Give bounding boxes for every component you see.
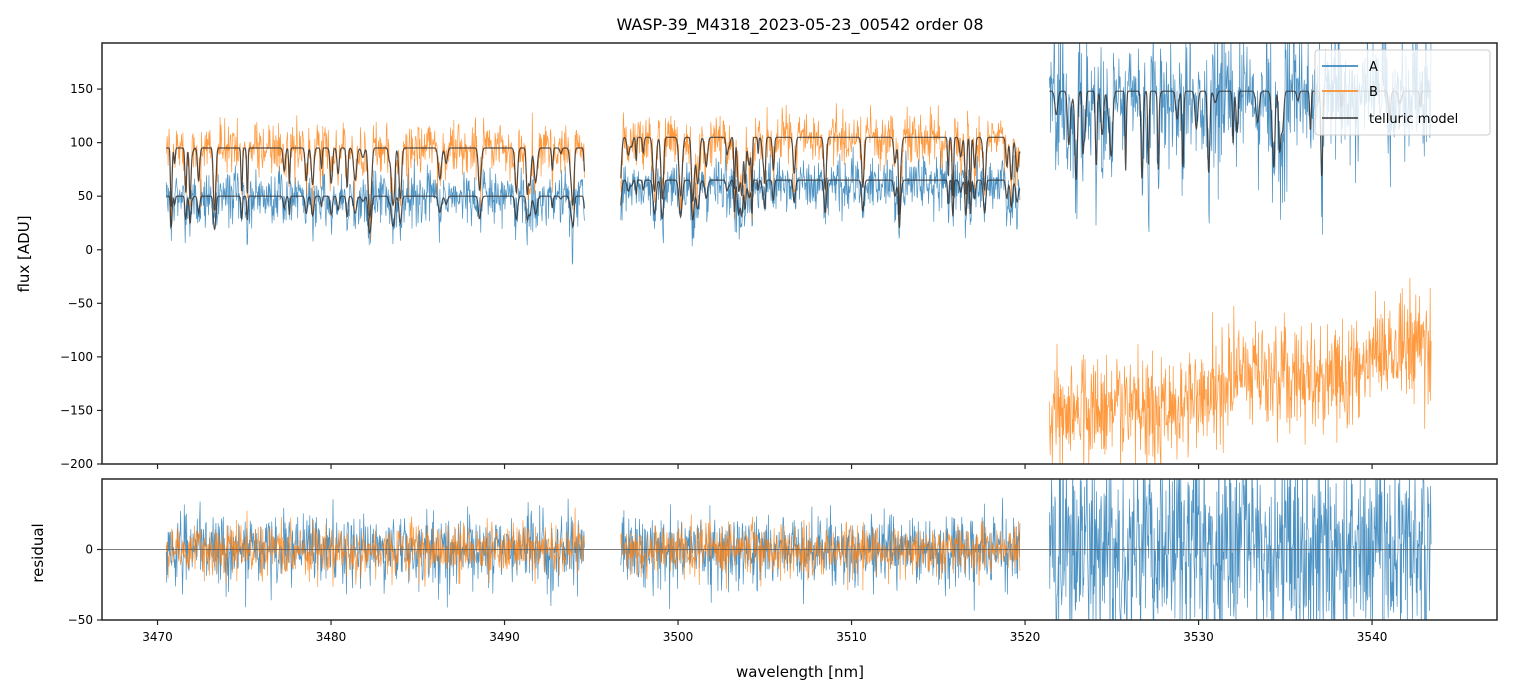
series-b-line [1049, 278, 1432, 464]
flux-axes-frame [101, 42, 1498, 465]
flux-y-tick-label: −150 [60, 403, 93, 417]
residual-x-tick-label: 3480 [316, 630, 347, 644]
residual-x-tick-label: 3510 [836, 630, 867, 644]
flux-y-tick-label: 50 [78, 189, 93, 203]
flux-x-ticks [156, 464, 1373, 469]
residual-y-tick-label: −50 [68, 613, 93, 627]
legend-entry-telluric-model: telluric model [1322, 112, 1458, 127]
series-a-line [620, 146, 1021, 247]
telluric-model-line [620, 136, 1021, 215]
residual-x-tick-label: 3500 [663, 630, 694, 644]
flux-y-tick-label: 0 [85, 243, 93, 257]
legend-box [1314, 49, 1491, 136]
residual-a-line [1049, 479, 1432, 620]
flux-y-ticks: −200 −150 −100 −50 0 50 100 150 [60, 82, 102, 471]
residual-x-tick-label: 3520 [1010, 630, 1041, 644]
series-b-line [165, 112, 585, 240]
residual-x-ticks: 3470 3480 3490 3500 3510 3520 3530 3540 [142, 620, 1387, 644]
legend-label-telluric-model: telluric model [1369, 112, 1458, 127]
flux-y-tick-label: −50 [68, 296, 93, 310]
residual-y-ticks: −50 0 [68, 543, 102, 627]
residual-a-line [620, 497, 1021, 611]
flux-panel: −200 −150 −100 −50 0 50 100 150 flux [ADU] A B … [15, 42, 1498, 471]
legend-label-b: B [1369, 85, 1378, 100]
x-axis-label: wavelength [nm] [736, 663, 864, 681]
flux-y-tick-label: 100 [70, 136, 93, 150]
residual-b-line [620, 514, 1021, 591]
residual-panel: −50 0 3470 3480 3490 3500 3510 3520 3530 3540 re… [29, 478, 1498, 681]
residual-x-tick-label: 3530 [1183, 630, 1214, 644]
series-a-line [1049, 43, 1432, 235]
telluric-model-line [166, 195, 585, 235]
legend-entry-b: B [1322, 85, 1378, 100]
residual-x-tick-label: 3540 [1357, 630, 1388, 644]
residual-b-line [165, 507, 585, 588]
chart-title: WASP-39_M4318_2023-05-23_00542 order 08 [616, 15, 983, 35]
flux-y-tick-label: −200 [60, 457, 93, 471]
legend-label-a: A [1369, 60, 1378, 75]
flux-y-axis-label: flux [ADU] [15, 215, 33, 292]
residual-x-tick-label: 3470 [142, 630, 173, 644]
residual-y-tick-label: 0 [85, 543, 93, 557]
residual-x-tick-label: 3490 [489, 630, 520, 644]
flux-y-tick-label: −100 [60, 350, 93, 364]
residual-plot-area [102, 479, 1497, 620]
series-a-line [165, 158, 585, 265]
residual-y-axis-label: residual [29, 523, 47, 582]
legend-entry-a: A [1322, 60, 1378, 75]
legend: A B telluric model [1314, 49, 1491, 136]
flux-y-tick-label: 150 [70, 82, 93, 96]
telluric-model-line [620, 179, 1021, 229]
telluric-model-line [166, 147, 585, 220]
